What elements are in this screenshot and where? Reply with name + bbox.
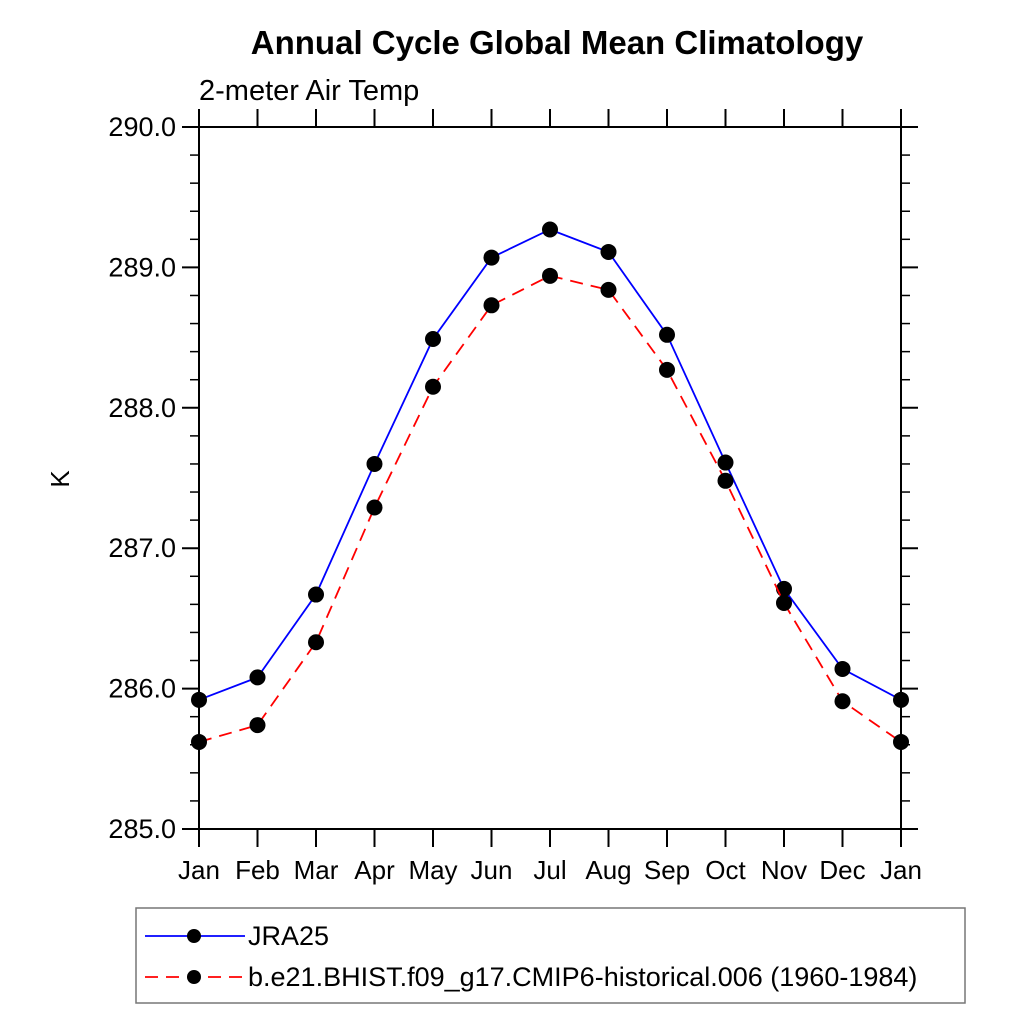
legend-label-jra25: JRA25 — [248, 921, 329, 951]
legend: JRA25 b.e21.BHIST.f09_g17.CMIP6-historic… — [135, 907, 966, 1004]
x-tick-label: May — [408, 855, 457, 885]
data-point-marker — [776, 594, 792, 611]
data-point-marker — [600, 243, 617, 260]
data-point-marker — [776, 580, 792, 597]
data-point-marker — [308, 586, 324, 603]
x-tick-label: Jan — [880, 855, 922, 885]
x-tick-label: Jun — [471, 855, 513, 885]
data-point-marker — [425, 331, 441, 348]
data-point-marker — [366, 455, 383, 472]
data-point-marker — [542, 267, 558, 284]
data-point-marker — [834, 660, 851, 677]
x-tick-label: Jan — [178, 855, 220, 885]
data-point-marker — [249, 669, 266, 686]
data-point-marker — [542, 221, 558, 238]
data-point-marker — [483, 297, 500, 314]
data-point-marker — [834, 693, 851, 710]
legend-label-model: b.e21.BHIST.f09_g17.CMIP6-historical.006… — [248, 962, 917, 992]
data-point-marker — [893, 733, 909, 750]
data-point-marker — [425, 378, 441, 395]
legend-sample-marker — [187, 929, 201, 943]
legend-samples — [145, 929, 245, 984]
data-point-marker — [659, 361, 675, 378]
y-tick-label: 285.0 — [108, 814, 176, 844]
y-tick-label: 290.0 — [108, 112, 176, 142]
data-point-marker — [483, 249, 500, 266]
data-point-marker — [600, 281, 617, 298]
data-point-marker — [249, 717, 266, 734]
x-tick-label: Aug — [585, 855, 631, 885]
data-point-marker — [308, 634, 324, 651]
data-point-marker — [191, 691, 207, 708]
axes-layer: 285.0 286.0 287.0 288.0 289.0 290.0 Jan Feb Mar A… — [108, 109, 922, 885]
y-tick-label: 288.0 — [108, 393, 176, 423]
legend-box — [135, 907, 966, 1004]
y-tick-label: 286.0 — [108, 674, 176, 704]
series-line-0 — [198, 228, 902, 701]
x-tick-label: Nov — [761, 855, 807, 885]
x-tick-label: Feb — [235, 855, 280, 885]
x-tick-label: Sep — [644, 855, 690, 885]
x-tick-label: Mar — [294, 855, 339, 885]
y-tick-label: 289.0 — [108, 252, 176, 282]
y-axis-label: K — [45, 470, 75, 488]
x-tick-label: Jul — [533, 855, 566, 885]
series-line-1 — [198, 274, 902, 743]
legend-sample-marker — [187, 970, 201, 984]
data-point-marker — [659, 326, 675, 343]
chart-title: Annual Cycle Global Mean Climatology — [251, 24, 864, 61]
x-tick-label: Apr — [354, 855, 395, 885]
data-point-marker — [717, 454, 734, 471]
data-point-marker — [366, 499, 383, 516]
data-point-marker — [191, 733, 207, 750]
series-layer — [191, 221, 909, 750]
x-tick-label: Oct — [705, 855, 746, 885]
chart-subtitle: 2-meter Air Temp — [199, 75, 419, 107]
x-tick-label: Dec — [819, 855, 865, 885]
y-tick-label: 287.0 — [108, 533, 176, 563]
data-point-marker — [717, 472, 734, 489]
data-point-marker — [893, 691, 909, 708]
